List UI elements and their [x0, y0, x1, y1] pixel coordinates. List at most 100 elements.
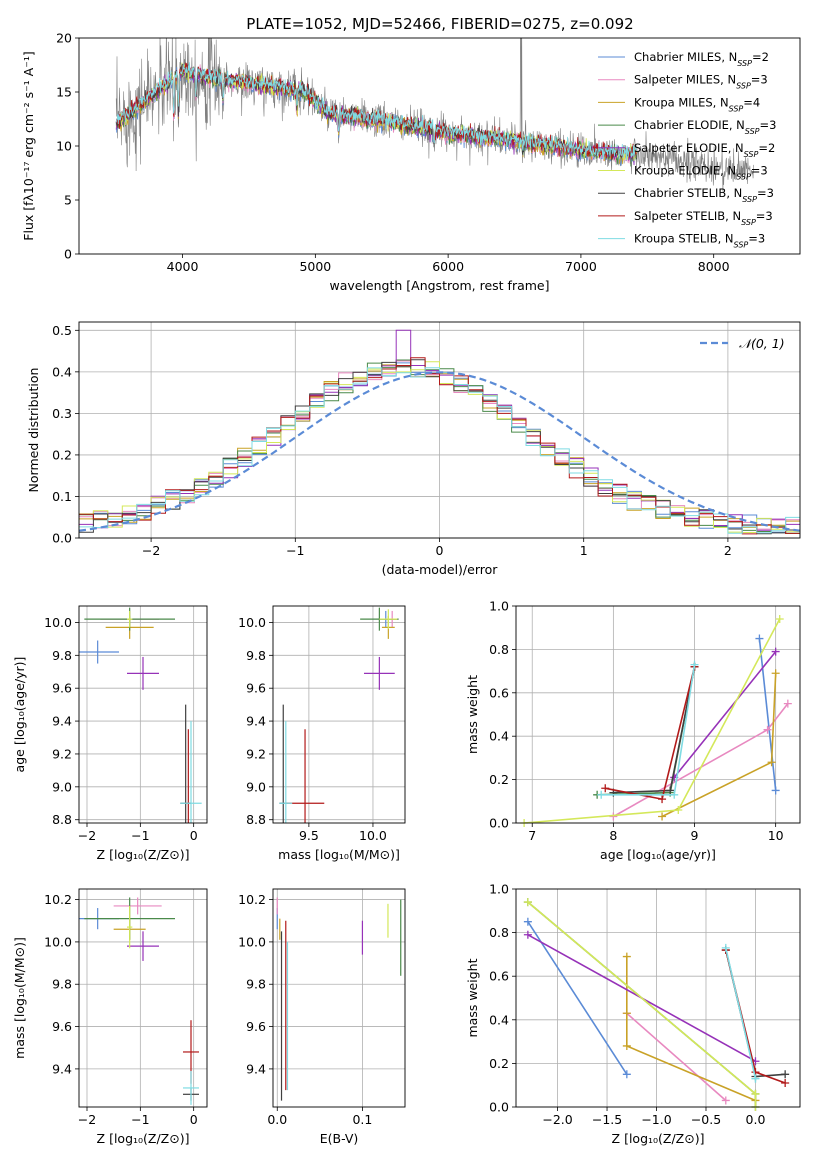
- y-tick-label: 10.0: [238, 934, 266, 949]
- y-tick-label: 8.8: [52, 812, 72, 827]
- y-tick-label: 0.8: [489, 642, 509, 657]
- plot-frame: [272, 605, 406, 824]
- weight-point: [751, 1074, 760, 1083]
- weight-point: [783, 699, 792, 708]
- legend-label: Chabrier STELIB, NSSP=3: [634, 186, 774, 204]
- x-axis-label: age [log₁₀(age/yr)]: [600, 847, 716, 862]
- y-tick-label: 9.8: [52, 977, 72, 992]
- weight-point: [721, 1096, 730, 1105]
- x-tick-label: 0.1: [352, 1112, 372, 1127]
- x-tick-label: −1: [131, 828, 149, 843]
- y-tick-label: 9.0: [246, 779, 266, 794]
- weight-point: [670, 790, 679, 799]
- y-tick-label: 9.6: [52, 681, 72, 696]
- legend-label: Chabrier ELODIE, NSSP=3: [634, 118, 776, 136]
- y-tick-label: 9.6: [52, 1019, 72, 1034]
- weight-point: [763, 725, 772, 734]
- y-tick-label: 9.8: [52, 648, 72, 663]
- weight-point: [751, 1089, 760, 1098]
- y-tick-label: 10.0: [44, 934, 72, 949]
- legend-label: Kroupa MILES, NSSP=4: [634, 95, 760, 113]
- x-tick-label: −2: [78, 828, 96, 843]
- y-axis-label: mass [log₁₀(M/M⊙)]: [12, 937, 27, 1059]
- legend-label: Salpeter ELODIE, NSSP=2: [634, 141, 775, 159]
- y-tick-label: 10.2: [44, 892, 72, 907]
- x-tick-label: 10: [768, 828, 784, 843]
- weight-point: [767, 758, 776, 767]
- figure-title: PLATE=1052, MJD=52466, FIBERID=0275, z=0…: [246, 15, 633, 33]
- weight-line: [725, 947, 757, 1079]
- x-axis-label: mass [log₁₀(M/M⊙)]: [278, 847, 400, 862]
- legend-label: Kroupa STELIB, NSSP=3: [634, 232, 765, 250]
- weight-point: [721, 943, 730, 952]
- x-axis-label: E(B-V): [320, 1131, 359, 1146]
- y-tick-label: 10: [56, 139, 72, 154]
- y-tick-label: 0.4: [52, 364, 72, 379]
- weight-point: [658, 795, 667, 804]
- y-tick-label: 9.8: [246, 977, 266, 992]
- y-tick-label: 10.0: [238, 615, 266, 630]
- y-tick-label: 0.6: [489, 969, 509, 984]
- y-tick-label: 9.4: [246, 1061, 266, 1076]
- y-tick-label: 0.5: [52, 323, 72, 338]
- y-tick-label: 9.6: [246, 681, 266, 696]
- weight-point: [601, 784, 610, 793]
- model-spectrum-line: [115, 62, 637, 161]
- weight-line: [601, 664, 696, 796]
- x-axis-label: Z [log₁₀(Z/Z⊙)]: [97, 847, 190, 862]
- y-tick-label: 0.3: [52, 406, 72, 421]
- age-vs-metallicity-chart: −2 −1 0 8.8 9.0 9.2 9.4 9.6 9.8 10.0 Z [log₁₀(Z/Z⊙…: [12, 605, 208, 862]
- y-tick-label: 5: [64, 193, 72, 208]
- y-tick-label: 1.0: [489, 599, 509, 614]
- y-tick-label: 0.0: [489, 1100, 509, 1115]
- residual-histogram-step: [79, 367, 800, 538]
- x-tick-label: −2.0: [542, 1112, 572, 1127]
- x-tick-label: 0: [190, 1112, 198, 1127]
- y-axis-label: mass weight: [465, 958, 480, 1037]
- weight-point: [781, 1079, 790, 1088]
- y-tick-label: 10.2: [238, 892, 266, 907]
- x-tick-label: 2: [724, 543, 732, 558]
- x-tick-label: 8: [609, 828, 617, 843]
- weight-point: [622, 1041, 631, 1050]
- plot-frame: [78, 37, 801, 255]
- plot-frame: [515, 605, 801, 824]
- x-tick-label: 0.0: [746, 1112, 766, 1127]
- x-axis-label: wavelength [Angstrom, rest frame]: [329, 278, 549, 293]
- spectrum-legend: Chabrier MILES, NSSP=2 Salpeter MILES, NS…: [598, 50, 776, 249]
- weight-point: [674, 805, 683, 814]
- plot-frame: [78, 888, 208, 1108]
- weight-point: [666, 786, 675, 795]
- y-axis-label: Flux [fλ10⁻¹⁷ erg cm⁻² s⁻¹ A⁻¹]: [21, 51, 36, 240]
- x-tick-label: 0.0: [267, 1112, 287, 1127]
- y-tick-label: 1.0: [489, 882, 509, 897]
- x-tick-label: 6000: [432, 259, 464, 274]
- plot-frame: [272, 888, 406, 1108]
- weight-point: [775, 615, 784, 624]
- y-tick-label: 8.8: [246, 812, 266, 827]
- mass-vs-ebv-chart: 0.0 0.1 9.4 9.6 9.8 10.0 10.2 E(B-V): [238, 888, 406, 1146]
- x-tick-label: 7000: [565, 259, 597, 274]
- x-tick-label: 10.0: [359, 828, 387, 843]
- legend-label: Salpeter STELIB, NSSP=3: [634, 209, 773, 227]
- legend-label: Kroupa ELODIE, NSSP=3: [634, 164, 768, 182]
- legend-label: Chabrier MILES, NSSP=2: [634, 50, 769, 68]
- mass-weight-vs-metallicity-chart: −2.0 −1.5 −1.0 −0.5 0.0 0.0 0.2 0.4 0.6 0.8 1.0 Z […: [465, 882, 801, 1146]
- y-tick-label: 10.0: [44, 615, 72, 630]
- weight-line: [527, 921, 628, 1075]
- legend-label: 𝒩(0, 1): [739, 336, 785, 351]
- x-tick-label: 1: [580, 543, 588, 558]
- x-tick-label: 7: [528, 828, 536, 843]
- weight-line: [597, 666, 696, 796]
- y-tick-label: 15: [56, 85, 72, 100]
- y-tick-label: 9.4: [52, 1061, 72, 1076]
- weight-line: [673, 651, 777, 778]
- y-tick-label: 0.2: [52, 447, 72, 462]
- y-tick-label: 20: [56, 31, 72, 46]
- y-tick-label: 9.8: [246, 648, 266, 663]
- y-tick-label: 0: [64, 247, 72, 262]
- y-tick-label: 9.2: [246, 746, 266, 761]
- x-tick-label: −0.5: [691, 1112, 721, 1127]
- weight-point: [622, 1070, 631, 1079]
- y-tick-label: 0.0: [489, 816, 509, 831]
